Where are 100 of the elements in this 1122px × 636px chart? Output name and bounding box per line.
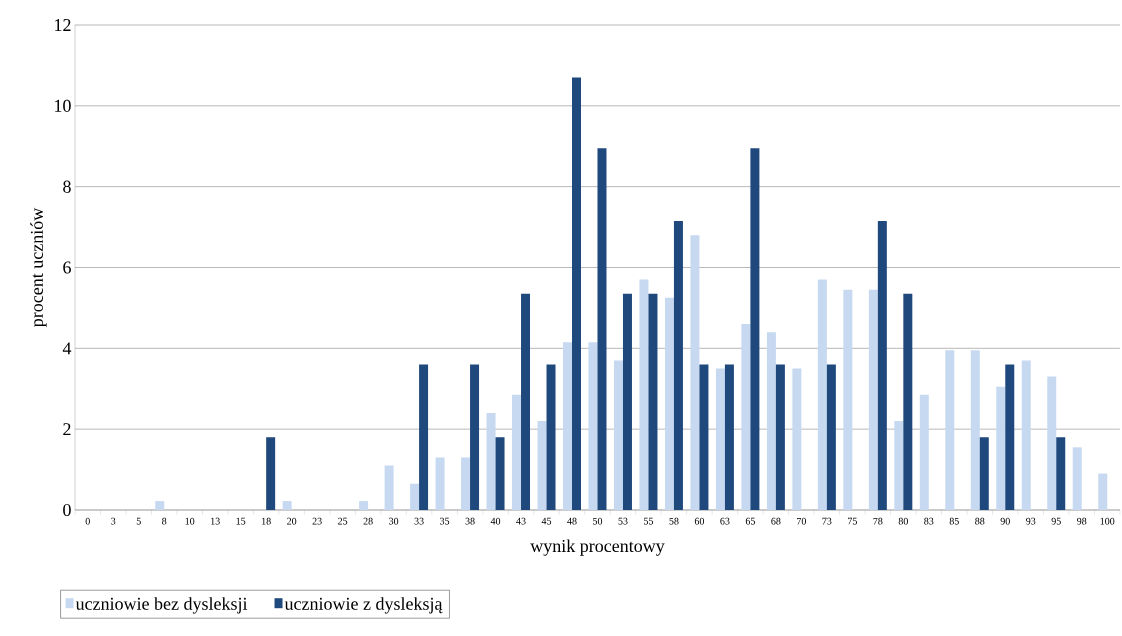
bar (979, 437, 989, 510)
x-tick-label: 23 (312, 517, 322, 525)
x-tick-label: 45 (541, 517, 552, 525)
bar (435, 457, 445, 510)
bar (419, 364, 429, 510)
bar (622, 293, 632, 510)
bar (572, 77, 581, 510)
x-tick-label: 90 (1000, 517, 1010, 525)
bar (1056, 437, 1066, 510)
bar (775, 364, 785, 510)
bar (537, 421, 547, 510)
x-tick-label: 98 (1077, 517, 1087, 525)
bar (495, 437, 505, 510)
x-tick-label: 43 (516, 517, 526, 525)
x-tick-label: 28 (363, 517, 373, 525)
bar (546, 364, 556, 510)
bar (724, 364, 734, 510)
x-tick-label: 78 (873, 517, 883, 525)
y-tick-label: 12 (55, 19, 71, 31)
x-tick-label: 20 (287, 517, 297, 525)
x-tick-label: 95 (1051, 517, 1061, 525)
x-tick-label: 8 (162, 517, 167, 525)
bar (766, 332, 776, 510)
y-tick-label: 4 (62, 342, 72, 355)
y-tick-label: 6 (63, 261, 71, 274)
x-axis-title: wynik procentowy (530, 539, 665, 556)
x-tick-label: 5 (136, 517, 141, 525)
bar (410, 483, 420, 510)
bar (664, 297, 674, 510)
x-tick-label: 93 (1026, 517, 1036, 525)
x-tick-label: 58 (669, 517, 679, 525)
bar (699, 364, 709, 510)
x-tick-label: 40 (490, 517, 501, 525)
x-tick-label: 85 (949, 517, 959, 525)
x-tick-label: 13 (211, 517, 220, 525)
legend-label: uczniowie z dysleksją (284, 597, 443, 614)
y-tick-label: 10 (55, 99, 71, 112)
bar (461, 457, 471, 510)
x-tick-label: 70 (797, 517, 806, 525)
x-tick-label: 35 (440, 517, 450, 525)
bar (996, 386, 1006, 510)
x-tick-label: 88 (975, 517, 985, 525)
bar (750, 148, 760, 510)
bar (919, 394, 929, 510)
bar (877, 221, 887, 510)
x-tick-label: 68 (771, 517, 781, 525)
bar (843, 289, 853, 510)
x-tick-label: 83 (924, 517, 934, 525)
x-tick-label: 25 (338, 517, 348, 525)
bar (1021, 360, 1031, 510)
x-tick-label: 55 (644, 517, 654, 525)
bar (486, 412, 496, 510)
bar (521, 293, 531, 510)
bar (1047, 376, 1057, 510)
bar (359, 501, 369, 510)
x-tick-label: 100 (1100, 517, 1115, 525)
x-tick-label: 10 (185, 517, 195, 525)
bar (266, 437, 276, 510)
bar (817, 279, 827, 510)
legend-label: uczniowie bez dysleksji (75, 597, 248, 614)
x-tick-label: 65 (745, 517, 756, 525)
bar (155, 501, 165, 510)
bar (690, 235, 700, 510)
bar (673, 221, 683, 510)
bar (639, 279, 649, 510)
x-tick-label: 33 (414, 517, 424, 525)
bar (613, 360, 623, 510)
x-tick-label: 3 (111, 517, 116, 525)
bar (826, 364, 836, 510)
x-tick-label: 73 (822, 517, 832, 525)
bar (470, 364, 480, 510)
x-tick-label: 53 (618, 517, 628, 525)
bar (792, 368, 802, 510)
bar (903, 293, 913, 510)
x-tick-label: 0 (85, 517, 90, 525)
bar (741, 324, 751, 510)
y-axis-title: procent uczniów (30, 207, 47, 327)
bar (868, 289, 878, 510)
x-tick-label: 50 (593, 517, 603, 525)
bar (1005, 364, 1015, 510)
x-tick-label: 80 (898, 517, 908, 525)
x-tick-label: 63 (720, 517, 730, 525)
bar (1098, 473, 1108, 510)
bar (512, 394, 522, 510)
bar (894, 421, 904, 510)
bar (282, 501, 292, 510)
x-tick-label: 18 (262, 517, 271, 525)
x-tick-label: 38 (465, 517, 475, 525)
bar (715, 368, 725, 510)
bar (945, 350, 955, 510)
bar (648, 293, 658, 510)
x-tick-label: 75 (848, 517, 857, 525)
x-tick-label: 60 (694, 517, 705, 525)
bar (384, 465, 394, 510)
bar (588, 342, 598, 510)
bar (597, 148, 607, 510)
bar (970, 350, 980, 510)
x-tick-label: 15 (236, 517, 246, 525)
y-tick-label: 8 (63, 180, 71, 193)
bar (1072, 447, 1082, 510)
